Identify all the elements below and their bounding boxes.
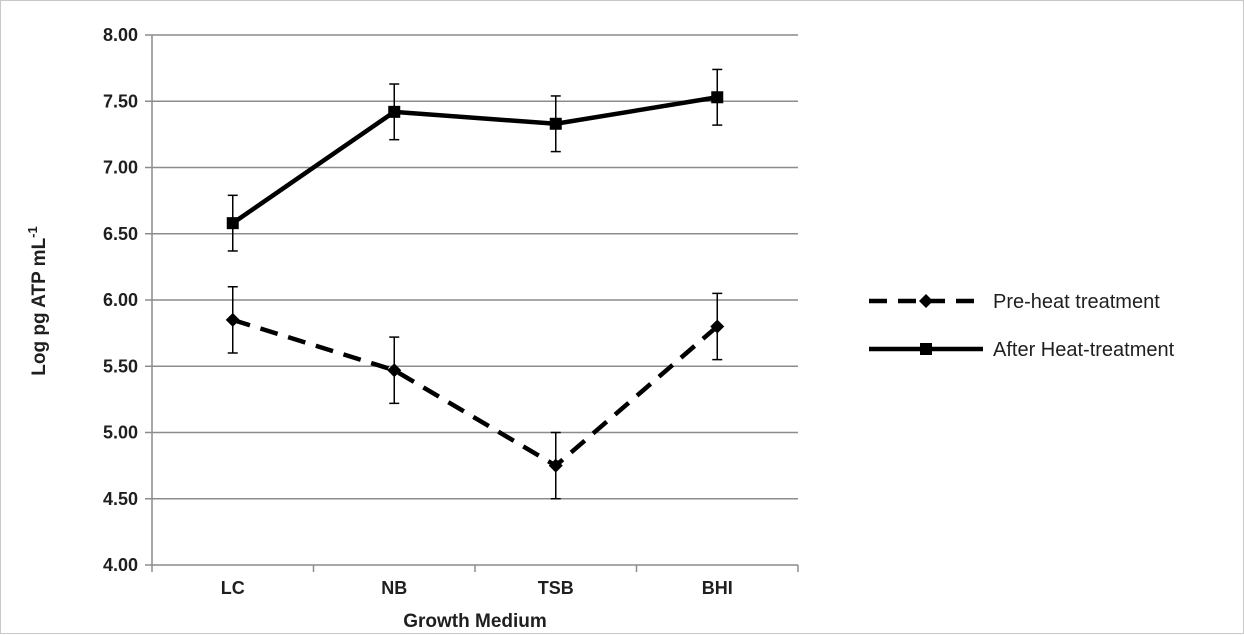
square-marker [920,343,932,355]
legend-label: After Heat-treatment [993,339,1175,361]
y-tick-label: 7.50 [103,91,138,111]
square-marker [549,117,562,130]
y-tick-label: 5.50 [103,356,138,376]
y-axis-title: Log pg ATP mL-1 [25,226,50,375]
x-tick-label: BHI [702,578,733,598]
diamond-marker [225,312,240,327]
series-line [232,317,719,468]
y-tick-label: 8.00 [103,25,138,45]
y-tick-label: 6.50 [103,224,138,244]
series-pre-heat-treatment [225,286,725,500]
y-axis-title-main: Log pg ATP mL [29,237,50,375]
y-tick-label: 6.00 [103,290,138,310]
square-marker [711,91,724,104]
diamond-marker [548,458,563,473]
square-marker [388,105,401,118]
series-after-heat-treatment [226,68,724,252]
diamond-marker [919,294,933,308]
y-tick-label: 5.00 [103,423,138,443]
x-axis-title: Growth Medium [403,611,547,632]
x-tick-label: TSB [538,578,574,598]
y-tick-label: 7.00 [103,158,138,178]
legend: Pre-heat treatment After Heat-treatment [869,291,1175,361]
series-line [231,95,718,226]
y-tick-label: 4.50 [103,489,138,509]
legend-label: Pre-heat treatment [993,291,1160,313]
diamond-marker [387,363,402,378]
y-tick-label: 4.00 [103,555,138,575]
diamond-marker [710,319,725,334]
x-tick-label: LC [221,578,245,598]
x-tick-label: NB [381,578,407,598]
y-axis-title-superscript: -1 [25,226,40,238]
square-marker [226,217,239,230]
